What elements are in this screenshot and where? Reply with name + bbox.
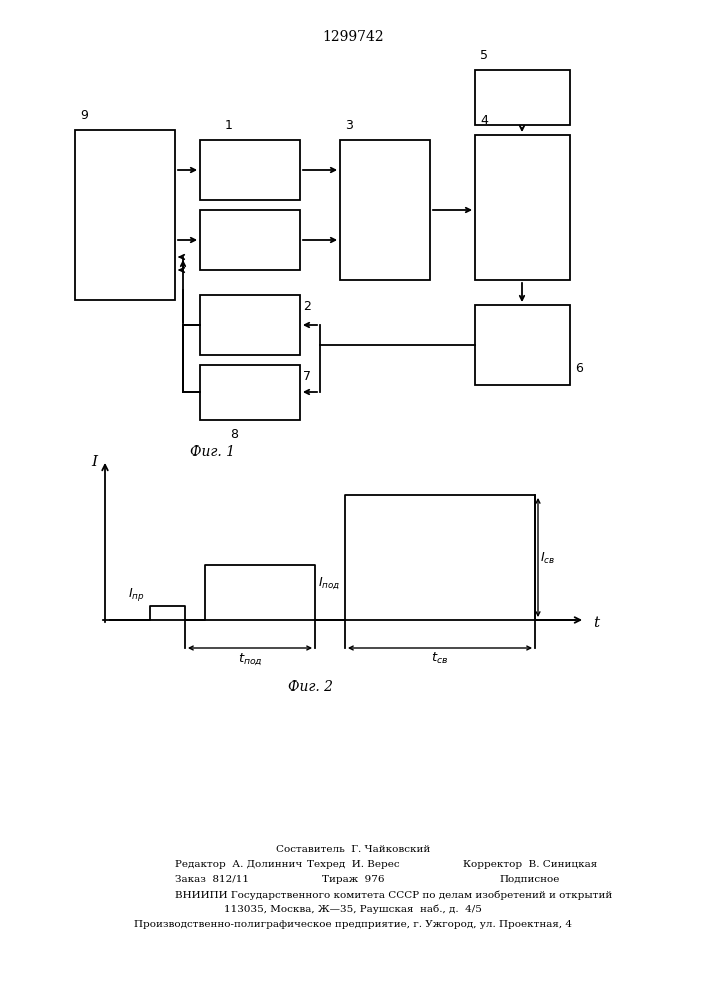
Text: $I_{под}$: $I_{под}$ — [318, 575, 340, 591]
Text: 6: 6 — [575, 362, 583, 375]
Bar — [200, 210, 300, 270]
Text: 4: 4 — [480, 114, 488, 127]
Text: Тираж  976: Тираж 976 — [322, 875, 384, 884]
Text: $I_{св}$: $I_{св}$ — [540, 550, 555, 566]
Text: 2: 2 — [303, 300, 311, 313]
Bar — [475, 135, 570, 280]
Text: I: I — [91, 455, 97, 469]
Text: $t_{св}$: $t_{св}$ — [431, 651, 449, 666]
Bar — [200, 295, 300, 355]
Text: 1299742: 1299742 — [322, 30, 384, 44]
Bar — [75, 130, 175, 300]
Text: 5: 5 — [480, 49, 488, 62]
Bar — [475, 70, 570, 125]
Text: Составитель  Г. Чайковский: Составитель Г. Чайковский — [276, 845, 430, 854]
Text: Фиг. 2: Фиг. 2 — [288, 680, 332, 694]
Text: Производственно-полиграфическое предприятие, г. Ужгород, ул. Проектная, 4: Производственно-полиграфическое предприя… — [134, 920, 572, 929]
Bar — [475, 305, 570, 385]
Text: $I_{пр}$: $I_{пр}$ — [129, 586, 145, 603]
Text: Техред  И. Верес: Техред И. Верес — [307, 860, 399, 869]
Bar — [340, 140, 430, 280]
Text: 8: 8 — [230, 428, 238, 441]
Text: Фиг. 1: Фиг. 1 — [190, 445, 235, 459]
Text: Подписное: Подписное — [500, 875, 560, 884]
Text: Корректор  В. Синицкая: Корректор В. Синицкая — [463, 860, 597, 869]
Text: $t_{под}$: $t_{под}$ — [238, 651, 262, 667]
Text: 113035, Москва, Ж—35, Раушская  наб., д.  4/5: 113035, Москва, Ж—35, Раушская наб., д. … — [224, 905, 482, 914]
Text: 1: 1 — [225, 119, 233, 132]
Bar — [200, 140, 300, 200]
Text: t: t — [593, 616, 599, 630]
Text: ВНИИПИ Государственного комитета СССР по делам изобретений и открытий: ВНИИПИ Государственного комитета СССР по… — [175, 890, 612, 900]
Text: 3: 3 — [345, 119, 353, 132]
Bar — [200, 365, 300, 420]
Text: Заказ  812/11: Заказ 812/11 — [175, 875, 249, 884]
Text: 7: 7 — [303, 370, 311, 383]
Text: 9: 9 — [80, 109, 88, 122]
Text: Редактор  А. Долиннич: Редактор А. Долиннич — [175, 860, 303, 869]
